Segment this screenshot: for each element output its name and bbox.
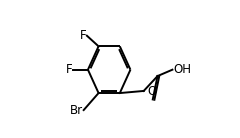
Text: O: O [148, 85, 157, 98]
Text: OH: OH [173, 63, 191, 76]
Text: F: F [80, 29, 86, 42]
Text: Br: Br [70, 104, 83, 117]
Text: F: F [66, 63, 72, 76]
